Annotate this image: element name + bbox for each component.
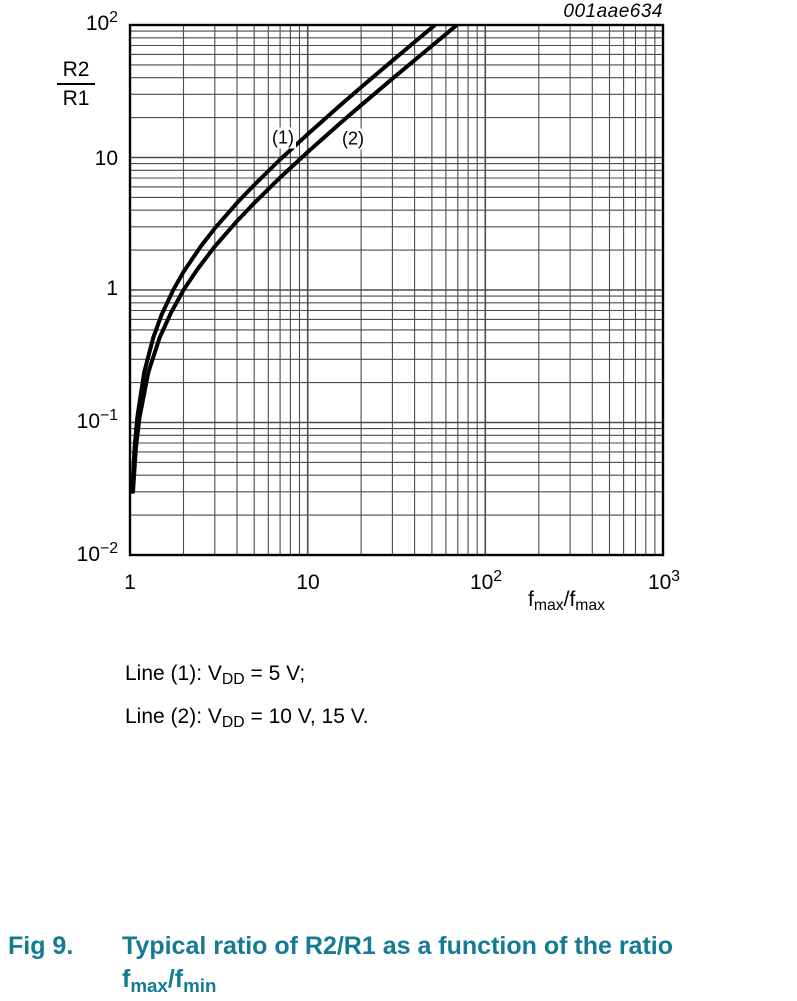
y-tick-label-100: 102 xyxy=(85,9,118,36)
y-tick-label-1: 1 xyxy=(106,277,118,301)
plot-watermark-id: 001aae634 xyxy=(563,1,663,22)
legend-line-2: Line (2): VDD = 10 V, 15 V. xyxy=(125,705,369,732)
x-tick-label-100: 102 xyxy=(469,568,503,594)
y-axis-label-numerator: R2 xyxy=(57,58,95,86)
legend-line-1: Line (1): VDD = 5 V; xyxy=(125,662,306,689)
curve-label-1: (1) xyxy=(270,127,296,149)
chart-canvas xyxy=(128,23,665,557)
curve-label-2: (2) xyxy=(340,128,366,150)
x-tick-label-1000: 103 xyxy=(647,568,681,594)
figure-number: Fig 9. xyxy=(8,932,74,960)
y-axis-label-denominator: R1 xyxy=(62,87,90,111)
y-tick-label-10: 10 xyxy=(94,147,118,171)
x-tick-label-10: 10 xyxy=(296,571,320,594)
x-tick-label-1: 1 xyxy=(124,571,136,594)
y-tick-label-0p1: 10−1 xyxy=(76,407,118,434)
figure-caption-text: Typical ratio of R2/R1 as a function of … xyxy=(122,932,674,996)
y-axis-label: R2 R1 xyxy=(57,58,95,110)
x-axis-label: fmax/fmax xyxy=(528,588,606,615)
y-tick-label-0p01: 10−2 xyxy=(76,540,118,567)
